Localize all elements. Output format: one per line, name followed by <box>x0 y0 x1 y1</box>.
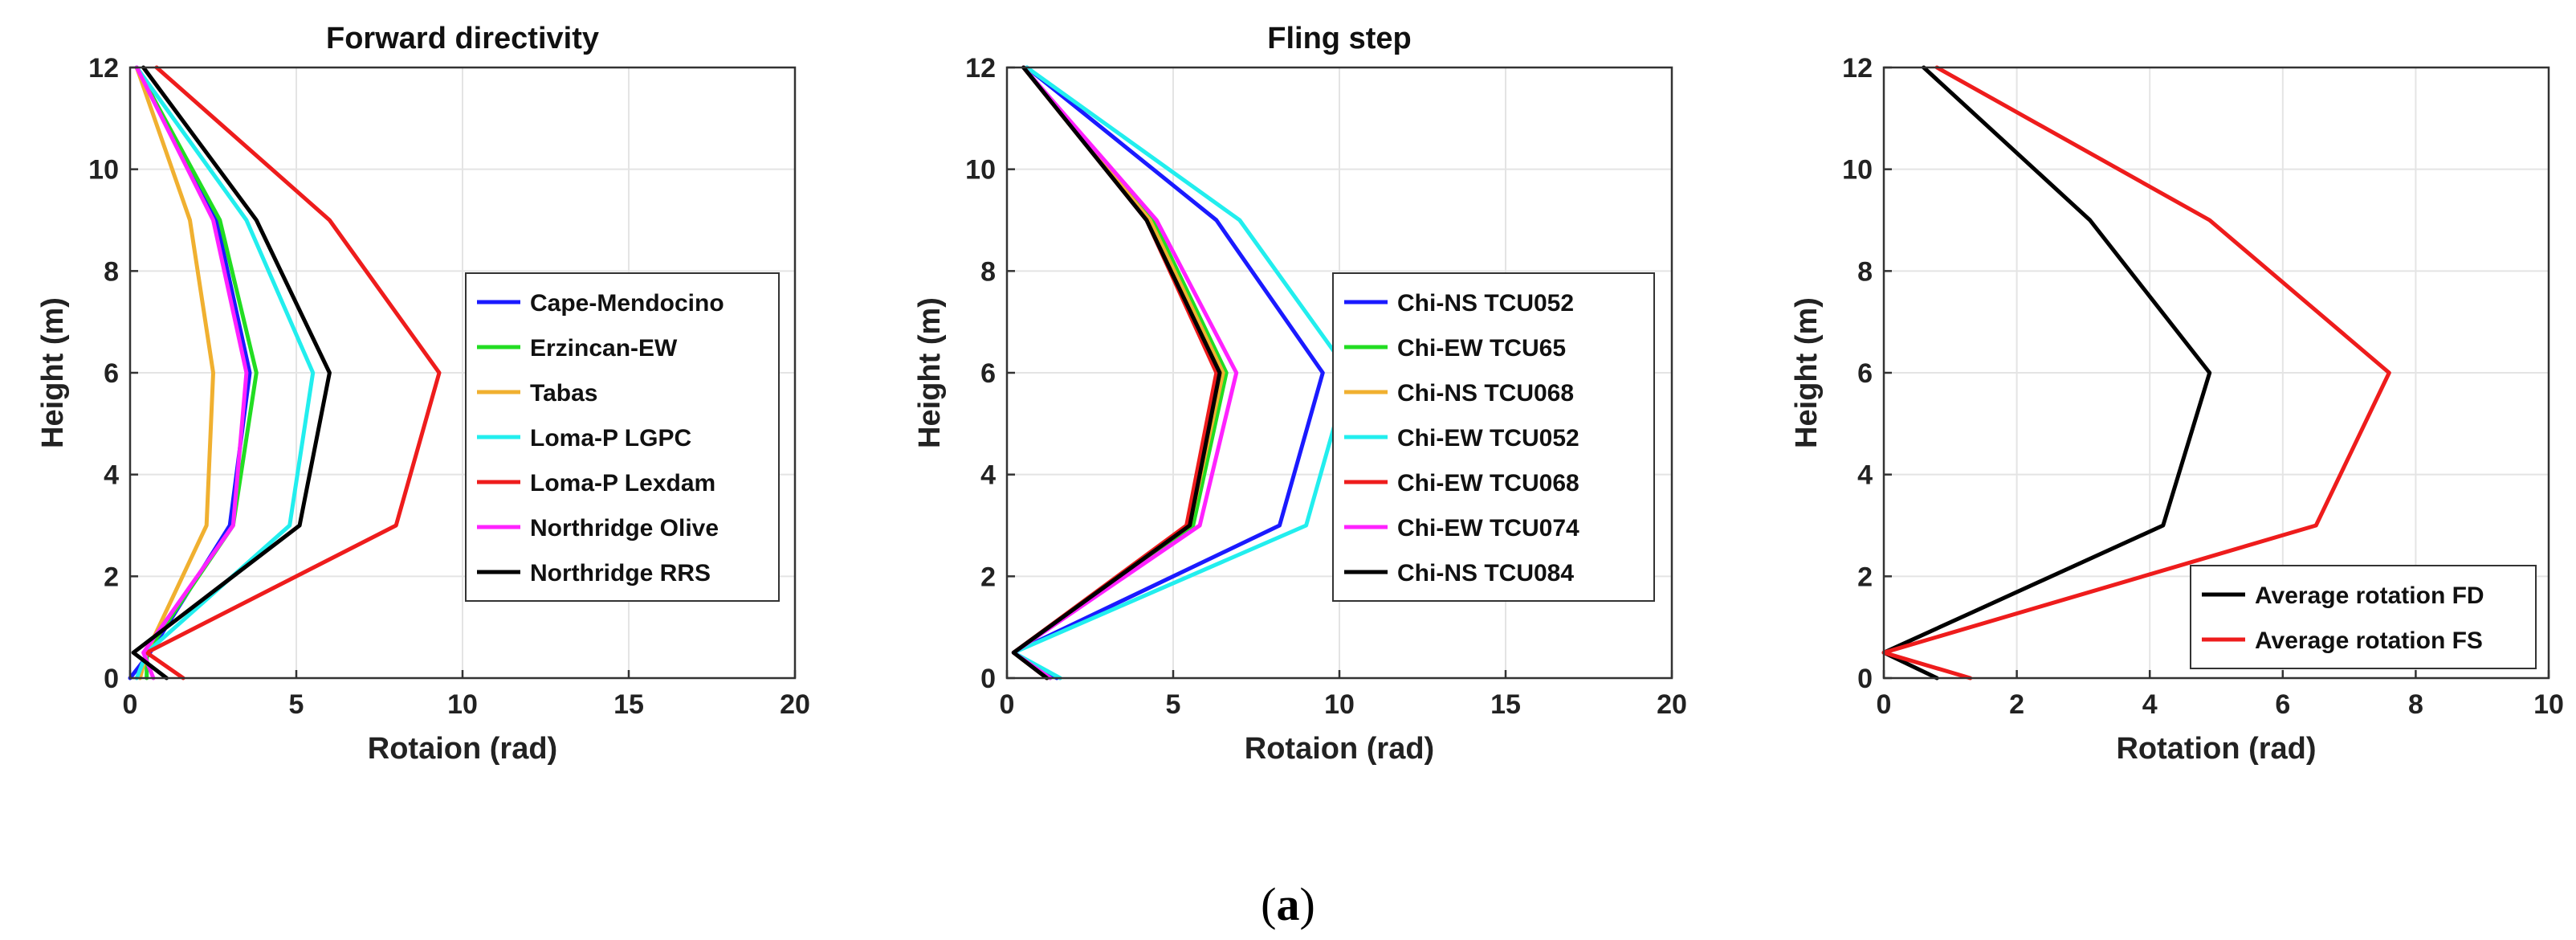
y-tick-label: 12 <box>1842 53 1873 84</box>
x-axis-label: Rotaion (rad) <box>368 732 557 766</box>
y-tick-label: 12 <box>88 53 119 84</box>
x-axis-label: Rotaion (rad) <box>1245 732 1434 766</box>
legend-label: Cape-Mendocino <box>530 290 724 317</box>
y-tick-label: 10 <box>1842 155 1873 186</box>
chart-panel-3: 0 2 4 6 8 10 0 2 4 6 8 10 12 Rotation (rad) Height (m)… <box>1790 53 2564 766</box>
x-tick-label: 2 <box>2009 689 2024 720</box>
y-tick-label: 6 <box>104 358 119 389</box>
legend-label: Chi-EW TCU068 <box>1397 470 1579 497</box>
y-tick-label: 8 <box>104 256 119 287</box>
caption-letter: a <box>1277 878 1300 930</box>
y-tick-label: 6 <box>1857 358 1873 389</box>
legend-label: Loma-P Lexdam <box>530 470 715 497</box>
legend-label: Chi-NS TCU068 <box>1397 380 1574 407</box>
caption-open-paren: ( <box>1261 878 1276 930</box>
legend-label: Northridge Olive <box>530 515 719 542</box>
y-axis-label: Height (m) <box>1790 297 1824 448</box>
legend-label: Erzincan-EW <box>530 335 678 362</box>
legend-label: Chi-EW TCU074 <box>1397 515 1579 542</box>
x-tick-label: 10 <box>1324 689 1355 720</box>
x-axis-label: Rotation (rad) <box>2116 732 2316 766</box>
x-tick-label: 0 <box>123 689 138 720</box>
y-tick-label: 2 <box>1857 562 1873 592</box>
chart-panel-2: 0 5 10 15 20 0 2 4 6 8 10 12 Rotaion (rad) Height (m)… <box>913 22 1687 766</box>
legend: Chi-NS TCU052 Chi-EW TCU65 Chi-NS TCU068 Ch… <box>1332 272 1655 602</box>
y-axis-label: Height (m) <box>913 297 947 448</box>
x-tick-label: 0 <box>1877 689 1892 720</box>
x-tick-label: 5 <box>289 689 304 720</box>
y-tick-label: 0 <box>104 664 119 694</box>
x-tick-label: 20 <box>1657 689 1687 720</box>
legend-label: Loma-P LGPC <box>530 425 691 452</box>
x-tick-label: 4 <box>2142 689 2158 720</box>
legend-label: Chi-EW TCU052 <box>1397 425 1579 452</box>
y-tick-label: 4 <box>1857 460 1873 491</box>
legend: Average rotation FD Average rotation FS <box>2190 565 2537 669</box>
x-tick-label: 10 <box>447 689 478 720</box>
x-tick-label: 6 <box>2275 689 2290 720</box>
legend-label: Chi-NS TCU084 <box>1397 560 1574 586</box>
x-tick-label: 20 <box>780 689 810 720</box>
y-tick-label: 8 <box>1857 256 1873 287</box>
x-tick-label: 5 <box>1166 689 1181 720</box>
x-tick-label: 0 <box>1000 689 1015 720</box>
y-tick-label: 0 <box>980 664 996 694</box>
y-tick-label: 12 <box>965 53 996 84</box>
chart-panel-1: 0 5 10 15 20 0 2 4 6 8 10 12 Rotaion (rad) Height (m)… <box>36 22 810 766</box>
series-line-6 <box>134 65 249 680</box>
chart-title: Fling step <box>1267 22 1411 55</box>
legend-label: Average rotation FD <box>2255 582 2484 609</box>
x-tick-label: 15 <box>1490 689 1521 720</box>
series-line-2 <box>1881 65 2391 680</box>
y-tick-label: 10 <box>88 155 119 186</box>
y-tick-label: 2 <box>104 562 119 592</box>
x-tick-label: 15 <box>613 689 644 720</box>
legend: Cape-Mendocino Erzincan-EW Tabas Loma-P LGP… <box>465 272 780 602</box>
y-tick-label: 2 <box>980 562 996 592</box>
y-tick-label: 0 <box>1857 664 1873 694</box>
series-line-7 <box>1011 65 1222 680</box>
legend-label: Chi-EW TCU65 <box>1397 335 1566 362</box>
legend-label: Chi-NS TCU052 <box>1397 290 1574 317</box>
series-line-5 <box>145 65 442 680</box>
caption-close-paren: ) <box>1300 878 1315 930</box>
x-tick-label: 8 <box>2408 689 2423 720</box>
y-axis-label: Height (m) <box>36 297 70 448</box>
y-tick-label: 4 <box>980 460 996 491</box>
x-tick-label: 10 <box>2533 689 2564 720</box>
figure-caption: (a) <box>1261 878 1315 930</box>
legend-label: Average rotation FS <box>2255 627 2483 654</box>
chart-title: Forward directivity <box>326 22 599 55</box>
y-tick-label: 10 <box>965 155 996 186</box>
series-line-7 <box>131 65 332 680</box>
legend-label: Tabas <box>530 380 597 407</box>
legend-label: Northridge RRS <box>530 560 711 586</box>
y-tick-label: 6 <box>980 358 996 389</box>
legend-box <box>2190 565 2537 669</box>
y-tick-label: 4 <box>104 460 119 491</box>
y-tick-label: 8 <box>980 256 996 287</box>
